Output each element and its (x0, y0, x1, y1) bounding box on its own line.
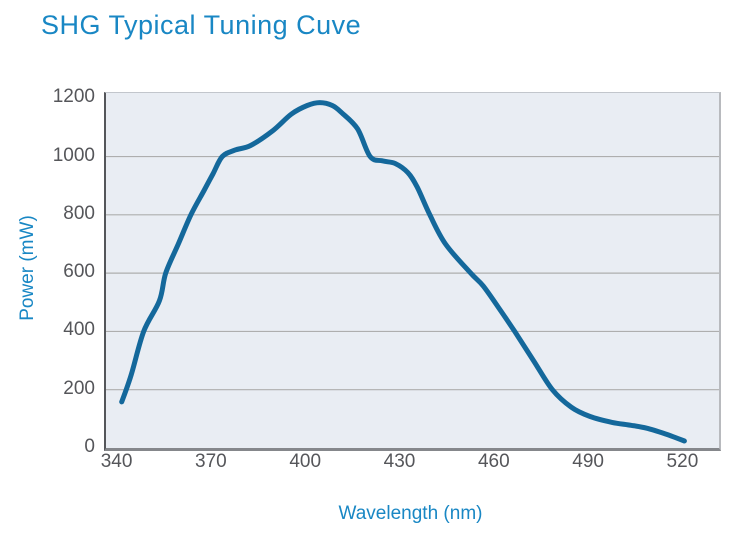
x-axis-title: Wavelength (nm) (338, 503, 483, 524)
x-tick-label: 400 (289, 451, 322, 472)
x-tick-label: 370 (195, 451, 227, 472)
plot-area (104, 92, 721, 451)
y-tick-label: 1000 (52, 144, 95, 166)
page-title: SHG Typical Tuning Cuve (41, 10, 362, 40)
x-tick-label: 430 (383, 451, 416, 472)
x-tick-label: 460 (477, 451, 510, 472)
y-tick-label: 600 (63, 261, 95, 283)
y-tick-label: 1200 (52, 86, 95, 108)
x-tick-label: 340 (100, 451, 133, 472)
x-tick-label: 520 (666, 451, 699, 472)
tuning-curve-line (119, 100, 687, 444)
y-tick-label: 200 (63, 377, 95, 399)
y-tick-label: 400 (63, 319, 95, 341)
x-tick-label: 490 (572, 451, 604, 472)
y-tick-label: 0 (84, 436, 95, 457)
tuning-curve-chart (106, 100, 719, 444)
y-tick-label: 800 (63, 202, 95, 224)
